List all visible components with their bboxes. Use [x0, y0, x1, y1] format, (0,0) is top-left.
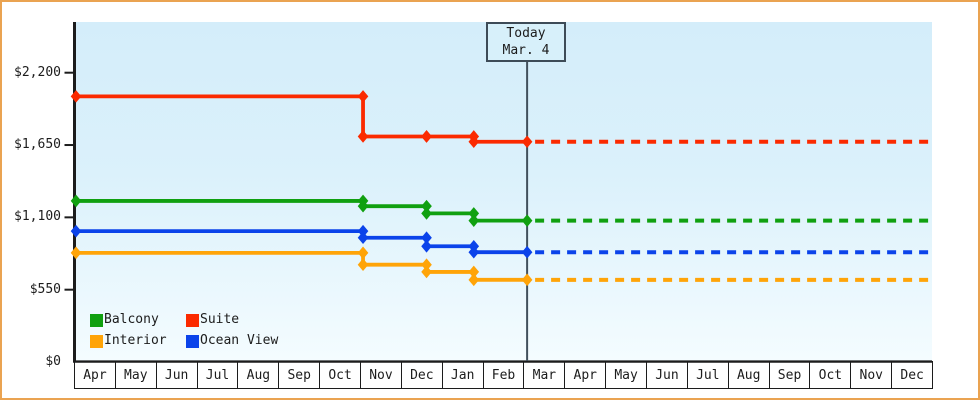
x-axis-month-cell: Oct: [810, 362, 852, 388]
legend-label: Suite: [200, 312, 240, 327]
x-axis-month-cell: Jul: [198, 362, 239, 388]
legend-item-balcony: Balcony: [90, 312, 186, 328]
x-axis-month-cell: Apr: [565, 362, 607, 388]
legend-item-suite: Suite: [186, 312, 278, 328]
x-axis-month-cell: Jun: [157, 362, 198, 388]
y-axis-label: $1,100: [14, 209, 61, 225]
legend-label: Ocean View: [200, 333, 279, 348]
y-axis-label: $1,650: [14, 137, 61, 153]
y-axis-label: $2,200: [14, 64, 61, 80]
legend-swatch-icon: [186, 313, 199, 327]
legend-swatch-icon: [90, 313, 103, 327]
x-axis-month-cell: Dec: [402, 362, 443, 388]
x-axis-month-cell: Dec: [900, 367, 924, 383]
x-axis-month-cell: Feb: [484, 362, 525, 388]
x-axis-month-cell: Apr: [75, 362, 116, 388]
today-date: Mar. 4: [502, 43, 550, 58]
x-axis-month-cell: Mar: [524, 362, 566, 388]
today-label: Today: [506, 26, 546, 41]
x-axis-month-cell: Jul: [688, 362, 729, 388]
plot-area-background: [76, 22, 932, 362]
x-axis-month-cell: Sep: [770, 362, 811, 388]
x-axis-month-cell: Sep: [279, 362, 321, 388]
today-marker-box: Today Mar. 4: [486, 22, 566, 62]
x-axis-month-cell: May: [116, 362, 157, 388]
x-axis-month-cell: Nov: [361, 362, 402, 388]
x-axis-month-cell: Jun: [647, 362, 688, 388]
legend-swatch-icon: [90, 334, 103, 348]
x-axis-month-cell: Aug: [238, 362, 280, 388]
legend-item-ocean-view: Ocean View: [186, 333, 278, 349]
y-axis-label: $550: [29, 281, 61, 297]
legend: Balcony Suite Interior Ocean View: [90, 312, 278, 349]
legend-label: Interior: [104, 333, 167, 348]
x-axis-month-cell: Oct: [320, 362, 362, 388]
x-axis-month-cell: May: [606, 362, 648, 388]
legend-item-interior: Interior: [90, 333, 186, 349]
y-axis-label: $0: [45, 354, 61, 369]
x-axis-month-cell: Jan: [443, 362, 484, 388]
legend-label: Balcony: [104, 312, 159, 327]
legend-swatch-icon: [186, 334, 199, 348]
x-axis-month-cell: Aug: [729, 362, 770, 388]
x-axis-month-cell: Nov: [851, 362, 893, 388]
x-axis-month-row: Apr May Jun Jul Aug Sep Oct Nov Dec Jan Feb Mar Apr M…: [74, 361, 933, 389]
